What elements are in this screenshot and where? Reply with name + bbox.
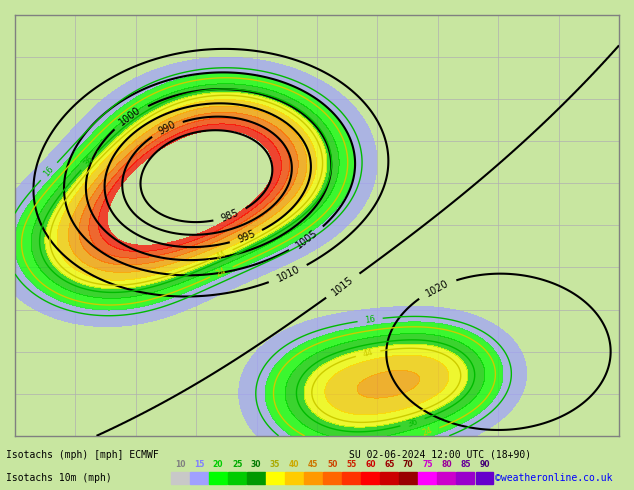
Text: 36: 36 xyxy=(82,154,96,168)
Text: 10: 10 xyxy=(175,461,185,469)
Text: 16: 16 xyxy=(364,315,376,325)
Text: 1015: 1015 xyxy=(330,274,356,297)
Text: 60: 60 xyxy=(365,461,375,469)
Text: 16: 16 xyxy=(42,165,56,178)
Text: Isotachs 10m (mph): Isotachs 10m (mph) xyxy=(6,473,112,483)
Text: 40: 40 xyxy=(289,461,299,469)
Text: 90: 90 xyxy=(479,461,489,469)
Text: 45: 45 xyxy=(308,461,318,469)
Text: Isotachs (mph) [mph] ECMWF: Isotachs (mph) [mph] ECMWF xyxy=(6,450,159,460)
Text: 1020: 1020 xyxy=(424,278,450,298)
Text: 85: 85 xyxy=(460,461,470,469)
Text: ©weatheronline.co.uk: ©weatheronline.co.uk xyxy=(495,473,612,483)
Text: 15: 15 xyxy=(194,461,204,469)
Text: 50: 50 xyxy=(327,461,337,469)
Text: 35: 35 xyxy=(270,461,280,469)
Text: 65: 65 xyxy=(384,461,394,469)
Text: 990: 990 xyxy=(157,120,178,137)
Text: 30: 30 xyxy=(251,461,261,469)
Text: 55: 55 xyxy=(346,461,356,469)
Text: 25: 25 xyxy=(232,461,242,469)
Text: 44: 44 xyxy=(362,348,374,359)
Text: 44: 44 xyxy=(215,248,228,261)
Text: 24: 24 xyxy=(421,426,434,438)
Text: 70: 70 xyxy=(403,461,413,469)
Text: 1010: 1010 xyxy=(275,265,301,284)
Text: 24: 24 xyxy=(215,266,228,278)
Text: 1000: 1000 xyxy=(117,105,143,128)
Text: 985: 985 xyxy=(219,208,240,224)
Text: 80: 80 xyxy=(441,461,451,469)
Text: SU 02-06-2024 12:00 UTC (18+90): SU 02-06-2024 12:00 UTC (18+90) xyxy=(349,450,531,460)
Text: 1005: 1005 xyxy=(294,228,320,250)
Text: 75: 75 xyxy=(422,461,432,469)
Text: 995: 995 xyxy=(236,229,257,245)
Text: 20: 20 xyxy=(213,461,223,469)
Text: 36: 36 xyxy=(406,416,419,428)
